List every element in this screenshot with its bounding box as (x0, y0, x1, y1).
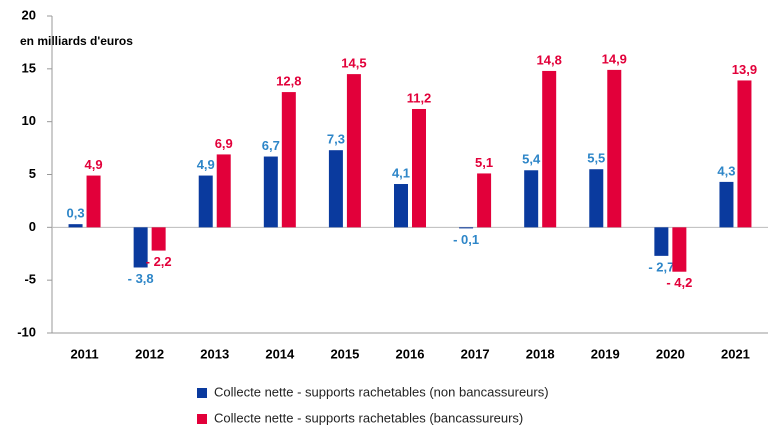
y-axis-label: en milliards d'euros (20, 34, 133, 48)
data-label: 6,7 (262, 138, 280, 153)
bar (737, 80, 752, 228)
bar (412, 108, 426, 228)
x-tick-label: 2019 (591, 346, 620, 361)
bar (198, 175, 213, 228)
bar (263, 156, 278, 228)
bar (477, 173, 492, 228)
data-label: 4,3 (717, 163, 735, 178)
x-tick-label: 2018 (526, 346, 555, 361)
bar (459, 227, 474, 229)
x-tick-label: 2020 (656, 346, 685, 361)
data-label: - 0,1 (453, 232, 479, 247)
y-tick-label: 0 (29, 219, 36, 234)
y-tick-label: -5 (24, 272, 36, 287)
bar (216, 154, 231, 228)
data-label: 11,2 (407, 90, 432, 105)
bar (607, 69, 622, 228)
x-tick-label: 2016 (396, 346, 425, 361)
data-label: 7,3 (327, 132, 345, 147)
bar (394, 184, 408, 228)
data-label: 4,9 (85, 157, 103, 172)
data-label: 5,1 (475, 155, 493, 170)
y-tick-label: -10 (17, 324, 36, 339)
legend-label: Collecte nette - supports rachetables (n… (214, 384, 549, 399)
legend-swatch (197, 388, 207, 398)
legend-label: Collecte nette - supports rachetables (b… (214, 410, 523, 425)
bar (133, 227, 148, 268)
y-tick-label: 5 (29, 166, 36, 181)
legend-swatch (197, 414, 207, 424)
bar (654, 227, 669, 256)
y-tick-label: 20 (22, 7, 36, 22)
bar (281, 92, 296, 228)
bar (524, 170, 539, 228)
y-tick-label: 15 (22, 60, 36, 75)
x-tick-label: 2012 (135, 346, 164, 361)
data-label: 12,8 (276, 74, 301, 89)
bar (86, 175, 101, 228)
bar (542, 70, 557, 228)
y-tick-label: 10 (22, 113, 36, 128)
x-tick-label: 2017 (461, 346, 490, 361)
data-label: 4,9 (197, 157, 215, 172)
data-label: 5,5 (587, 151, 605, 166)
x-tick-label: 2014 (265, 346, 295, 361)
data-label: - 3,8 (128, 271, 154, 286)
data-label: 6,9 (215, 136, 233, 151)
x-tick-label: 2013 (200, 346, 229, 361)
bar (151, 227, 166, 251)
x-tick-label: 2015 (330, 346, 359, 361)
data-label: 5,4 (522, 152, 541, 167)
data-label: 14,8 (537, 52, 562, 67)
data-label: - 2,2 (146, 254, 172, 269)
bar (346, 74, 361, 228)
data-label: - 2,7 (648, 259, 674, 274)
data-label: 0,3 (67, 206, 85, 221)
data-label: - 4,2 (666, 275, 692, 290)
bar (328, 150, 343, 228)
data-label: 13,9 (732, 62, 757, 77)
data-label: 4,1 (392, 165, 410, 180)
x-tick-label: 2021 (721, 346, 750, 361)
bar (672, 227, 687, 272)
bar (719, 181, 734, 228)
bar (68, 224, 83, 228)
data-label: 14,9 (602, 51, 627, 66)
bar (589, 169, 604, 228)
x-tick-label: 2011 (70, 346, 98, 361)
data-label: 14,5 (341, 56, 366, 71)
